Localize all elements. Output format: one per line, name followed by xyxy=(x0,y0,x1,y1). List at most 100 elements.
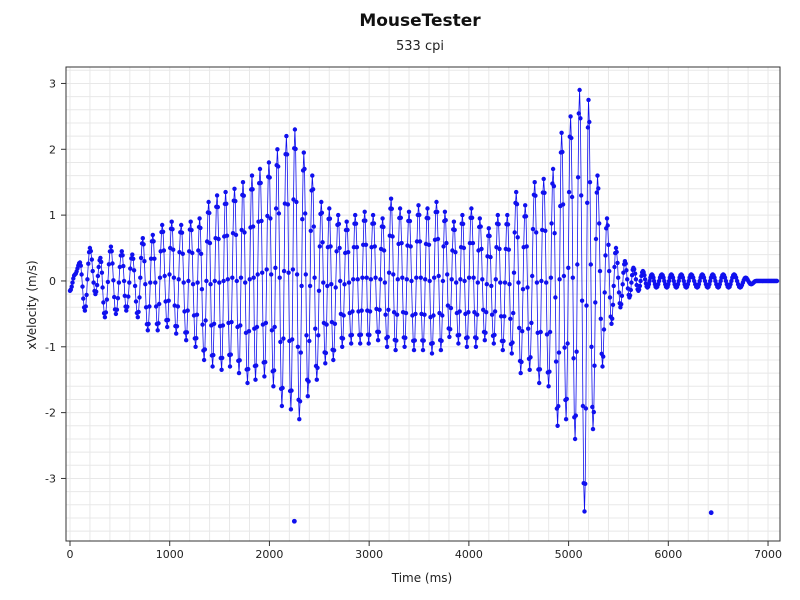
data-point xyxy=(529,320,534,326)
data-point xyxy=(201,357,207,363)
data-point xyxy=(358,341,363,346)
data-point xyxy=(505,222,511,227)
data-point xyxy=(247,277,252,282)
data-point xyxy=(480,277,485,282)
data-point xyxy=(386,307,391,312)
data-point xyxy=(306,379,311,384)
data-point xyxy=(596,186,601,191)
data-point xyxy=(337,245,342,251)
data-point xyxy=(225,277,230,282)
data-point xyxy=(619,302,624,307)
data-point xyxy=(479,246,484,252)
data-point xyxy=(215,204,220,210)
data-point xyxy=(633,277,639,282)
data-point xyxy=(193,344,198,349)
data-point xyxy=(216,236,221,242)
data-point xyxy=(126,294,131,299)
data-point xyxy=(516,280,521,285)
data-point xyxy=(96,264,101,270)
data-point xyxy=(601,327,607,332)
data-point xyxy=(162,273,167,279)
data-point xyxy=(198,251,204,256)
axis-ticks: 0 1000 2000 3000 4000 5000 6000 7000 -3 -2 -1 0 1 2 3 xyxy=(45,77,782,561)
data-point xyxy=(125,304,130,309)
data-point xyxy=(391,310,397,315)
data-point xyxy=(217,280,222,285)
data-point xyxy=(447,334,452,340)
data-point xyxy=(281,268,287,274)
data-point xyxy=(223,189,228,195)
data-point xyxy=(453,250,458,255)
data-point xyxy=(616,290,622,295)
data-point xyxy=(580,403,586,409)
data-point xyxy=(311,224,316,229)
data-point xyxy=(600,364,605,369)
y-tick-label: 1 xyxy=(49,209,56,222)
data-point xyxy=(475,312,480,317)
data-point xyxy=(583,481,588,486)
data-point xyxy=(328,244,333,249)
data-point xyxy=(128,266,133,271)
data-point xyxy=(265,213,270,219)
data-point xyxy=(461,245,467,251)
data-point xyxy=(288,407,294,412)
data-point xyxy=(319,199,324,205)
data-point xyxy=(537,380,542,386)
data-point xyxy=(94,282,100,288)
data-point xyxy=(251,275,256,280)
data-point xyxy=(336,212,341,218)
data-point xyxy=(138,275,143,280)
data-point xyxy=(175,304,181,309)
data-point xyxy=(80,284,85,289)
data-point xyxy=(110,261,115,266)
data-point xyxy=(305,394,310,399)
y-tick-label: -2 xyxy=(45,407,56,420)
data-point xyxy=(250,187,255,192)
data-point xyxy=(199,287,205,292)
data-point xyxy=(393,347,398,353)
data-point xyxy=(291,197,296,202)
data-point xyxy=(246,366,251,372)
data-point xyxy=(385,334,390,340)
data-point xyxy=(327,216,333,221)
data-point xyxy=(109,249,114,254)
data-point xyxy=(676,278,681,284)
x-tick-label: 2000 xyxy=(255,548,283,561)
data-point xyxy=(367,332,372,338)
data-point xyxy=(83,304,89,309)
data-point xyxy=(277,275,282,280)
data-point xyxy=(338,278,343,284)
data-point xyxy=(598,316,603,321)
data-point xyxy=(299,283,304,289)
data-point xyxy=(539,278,544,284)
data-point xyxy=(198,225,203,231)
data-point xyxy=(523,203,528,208)
data-point xyxy=(492,309,498,314)
data-point xyxy=(615,260,620,266)
data-point xyxy=(143,305,149,310)
data-point xyxy=(691,275,696,280)
data-point xyxy=(263,359,268,365)
data-point xyxy=(367,309,373,314)
data-point xyxy=(575,262,580,267)
data-point xyxy=(394,312,400,317)
data-point xyxy=(292,127,298,132)
data-point xyxy=(537,367,543,372)
data-point xyxy=(566,189,572,195)
data-point xyxy=(651,275,656,280)
data-point xyxy=(547,369,552,374)
data-point xyxy=(207,210,212,216)
data-point xyxy=(378,277,383,282)
data-point xyxy=(190,250,195,256)
data-point xyxy=(383,312,388,317)
data-point xyxy=(623,261,628,266)
data-point xyxy=(506,247,511,252)
data-point xyxy=(595,173,600,178)
data-point xyxy=(609,321,614,326)
data-point xyxy=(571,356,576,361)
data-point xyxy=(103,310,109,315)
data-point xyxy=(284,133,289,139)
x-tick-label: 6000 xyxy=(654,548,682,561)
data-point xyxy=(353,221,359,226)
data-point xyxy=(408,244,413,249)
